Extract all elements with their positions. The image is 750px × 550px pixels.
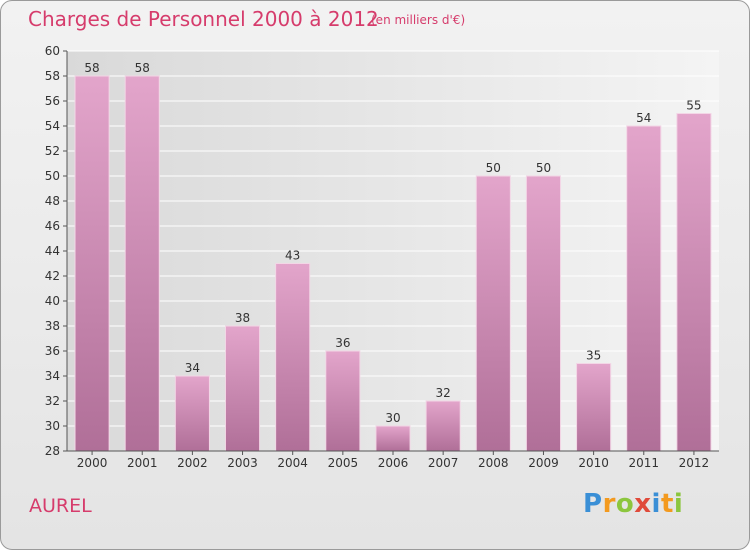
logo-letter: x — [634, 489, 652, 519]
bar-2010 — [576, 363, 612, 452]
x-tick-label: 2003 — [227, 456, 258, 470]
logo-letter: o — [615, 489, 635, 519]
y-tick-label: 44 — [45, 244, 60, 258]
data-label: 50 — [536, 161, 551, 175]
x-tick-label: 2011 — [628, 456, 659, 470]
y-tick-label: 48 — [45, 194, 60, 208]
data-label: 55 — [686, 99, 701, 113]
x-tick-label: 2010 — [578, 456, 609, 470]
data-label: 38 — [235, 311, 250, 325]
chart-subtitle: (en milliers d'€) — [371, 13, 466, 27]
x-tick-label: 2006 — [378, 456, 409, 470]
y-tick-label: 38 — [45, 319, 60, 333]
data-label: 32 — [436, 386, 451, 400]
logo-letter: r — [602, 489, 616, 519]
x-tick-label: 2002 — [177, 456, 208, 470]
y-tick-label: 40 — [45, 294, 60, 308]
logo-letter: P — [583, 489, 603, 519]
data-label: 36 — [335, 336, 350, 350]
chart-title: Charges de Personnel 2000 à 2012 — [28, 7, 379, 31]
y-tick-label: 50 — [45, 169, 60, 183]
y-tick-label: 52 — [45, 144, 60, 158]
data-label: 35 — [586, 349, 601, 363]
location-name: AUREL — [29, 495, 92, 517]
y-tick-label: 32 — [45, 394, 60, 408]
logo-letter: i — [651, 489, 661, 519]
bar-2009 — [525, 175, 562, 452]
y-tick-label: 58 — [45, 69, 60, 83]
x-tick-label: 2004 — [277, 456, 308, 470]
bar-2007 — [425, 400, 461, 452]
x-tick-label: 2005 — [328, 456, 359, 470]
x-tick-label: 2008 — [478, 456, 509, 470]
bar-2012 — [676, 113, 712, 452]
y-tick-label: 34 — [45, 369, 60, 383]
data-label: 58 — [84, 61, 99, 75]
y-tick-label: 36 — [45, 344, 60, 358]
bar-2001 — [124, 75, 160, 452]
x-tick-label: 2009 — [528, 456, 559, 470]
logo-letter: i — [673, 489, 684, 519]
proxiti-logo: Proxiti — [583, 489, 683, 519]
data-label: 50 — [486, 161, 501, 175]
y-tick-label: 54 — [45, 119, 60, 133]
bar-2002 — [174, 375, 210, 452]
bar-2005 — [325, 350, 361, 452]
y-tick-label: 30 — [45, 419, 60, 433]
data-label: 58 — [135, 61, 150, 75]
y-tick-label: 60 — [45, 44, 60, 58]
y-tick-label: 42 — [45, 269, 60, 283]
data-label: 54 — [636, 111, 651, 125]
y-tick-label: 56 — [45, 94, 60, 108]
x-tick-label: 2012 — [679, 456, 710, 470]
data-label: 43 — [285, 249, 300, 263]
bar-2008 — [475, 175, 511, 452]
bar-2006 — [375, 425, 411, 452]
x-tick-label: 2007 — [428, 456, 459, 470]
x-tick-label: 2001 — [127, 456, 158, 470]
data-label: 34 — [185, 361, 200, 375]
bar-2003 — [224, 325, 261, 452]
y-tick-label: 46 — [45, 219, 60, 233]
data-label: 30 — [385, 411, 400, 425]
bar-2000 — [74, 75, 110, 452]
y-tick-label: 28 — [45, 444, 60, 458]
bar-2011 — [626, 125, 662, 452]
x-tick-label: 2000 — [77, 456, 108, 470]
logo-letter: t — [660, 489, 674, 519]
bar-2004 — [275, 263, 311, 452]
